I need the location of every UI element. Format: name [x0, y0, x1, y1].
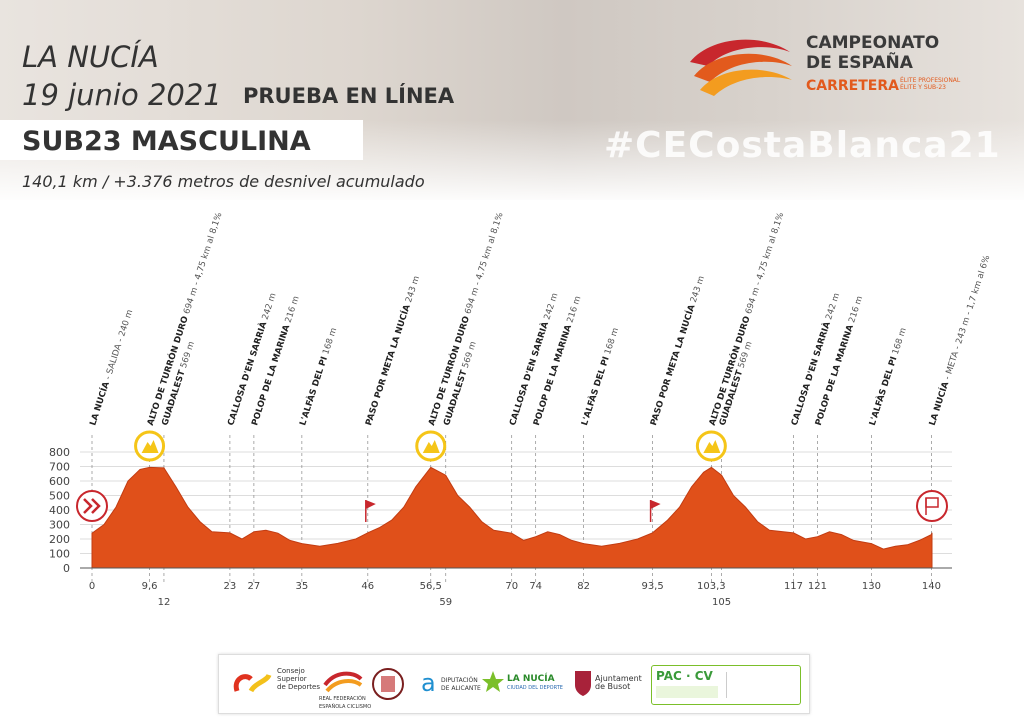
kom-mountain-shape — [141, 440, 159, 453]
kom-mountain-shape — [422, 440, 440, 453]
km-label: 74 — [529, 581, 542, 592]
y-tick-label: 300 — [49, 519, 70, 532]
kom-mountain-shape — [703, 440, 721, 453]
waypoint-label: PASO POR META LA NUCÍA 243 m — [362, 274, 422, 427]
logo-line-1: CAMPEONATO — [806, 33, 940, 53]
diputacion-logo-icon: a — [421, 669, 436, 697]
km-label: 35 — [295, 581, 308, 592]
y-tick-label: 200 — [49, 533, 70, 546]
km-label: 56,5 — [420, 581, 442, 592]
km-label: 93,5 — [641, 581, 663, 592]
km-label: 27 — [248, 581, 261, 592]
category-box: SUB23 MASCULINA — [0, 120, 363, 160]
sprint-flag-icon — [650, 500, 661, 509]
logo-line-2: DE ESPAÑA — [806, 53, 913, 73]
km-label: 9,6 — [142, 581, 158, 592]
km-label: 82 — [577, 581, 590, 592]
waypoint-label: L'ALFÀS DEL PI 168 m — [296, 326, 339, 427]
elevation-area — [91, 466, 933, 569]
crest-logo-icon — [372, 668, 404, 700]
championship-logo-icon — [690, 39, 792, 96]
waypoint-label: ALTO DE TURRÓN DURO 694 m - 4,75 km al 8… — [706, 211, 786, 427]
km-label: 117 — [784, 581, 803, 592]
rfec-logo-icon — [323, 671, 363, 693]
waypoint-label: POLOP DE LA MARINA 216 m — [250, 295, 301, 427]
km-label: 23 — [224, 581, 237, 592]
km-label: 140 — [922, 581, 941, 592]
waypoint-label: ALTO DE TURRÓN DURO 694 m - 4,75 km al 8… — [425, 211, 505, 427]
logo-line-3: CARRETERA — [806, 78, 899, 94]
y-tick-label: 0 — [63, 562, 70, 575]
waypoint-label: L'ALFÀS DEL PI 168 m — [578, 326, 621, 427]
diputacion-text: DIPUTACIÓN DE ALICANTE — [441, 677, 481, 692]
waypoint-label: POLOP DE LA MARINA 216 m — [532, 295, 583, 427]
rfec-text: REAL FEDERACIÓN ESPAÑOLA CICLISMO — [319, 696, 372, 710]
hero-background — [0, 0, 1024, 200]
km-label: 103,3 — [697, 581, 726, 592]
sprint-flag-icon — [365, 500, 376, 509]
hashtag: #CECostaBlanca21 — [604, 125, 1001, 166]
y-tick-label: 800 — [49, 446, 70, 459]
waypoint-label: L'ALFÀS DEL PI 168 m — [866, 326, 909, 427]
finish-flag-icon — [916, 490, 948, 522]
lanucia-logo-icon — [482, 671, 504, 692]
waypoint-label: POLOP DE LA MARINA 216 m — [814, 295, 865, 427]
race-type: PRUEBA EN LÍNEA — [243, 84, 455, 108]
sponsor-footer: Consejo Superior de Deportes REAL FEDERACI… — [218, 654, 810, 714]
km-label: 12 — [158, 597, 171, 608]
waypoint-label: PASO POR META LA NUCÍA 243 m — [647, 274, 707, 427]
category-label: SUB23 MASCULINA — [22, 126, 311, 157]
km-label: 105 — [712, 597, 731, 608]
y-tick-label: 600 — [49, 475, 70, 488]
km-label: 59 — [439, 597, 452, 608]
y-tick-label: 100 — [49, 548, 70, 561]
distance-summary: 140,1 km / +3.376 metros de desnivel acu… — [22, 172, 425, 191]
lanucia-text: LA NUCÍA CIUDAD DEL DEPORTE — [507, 674, 563, 692]
svg-text:a: a — [421, 669, 436, 697]
y-tick-label: 500 — [49, 490, 70, 503]
waypoint-label: LA NUCÍA - SALIDA - 240 m — [86, 308, 135, 427]
pac-cv-logo: PAC · CV — [651, 665, 801, 705]
km-label: 46 — [361, 581, 374, 592]
km-label: 130 — [862, 581, 881, 592]
city-title: LA NUCÍA — [22, 40, 159, 74]
logo-line-4: ÉLITE PROFESIONAL ÉLITE Y SUB-23 — [900, 77, 961, 91]
busot-shield-icon — [575, 671, 591, 696]
waypoint-label: LA NUCÍA - META - 243 m - 1,7 km al 6% — [926, 253, 993, 426]
race-date: 19 junio 2021 — [22, 78, 222, 112]
km-label: 0 — [89, 581, 95, 592]
km-label: 70 — [505, 581, 518, 592]
start-chevrons — [83, 498, 101, 514]
km-label: 121 — [808, 581, 827, 592]
csd-text: Consejo Superior de Deportes — [277, 667, 320, 691]
waypoint-label: ALTO DE TURRÓN DURO 694 m - 4,75 km al 8… — [144, 211, 224, 427]
busot-text: Ajuntament de Busot — [595, 674, 642, 691]
y-tick-label: 400 — [49, 504, 70, 517]
y-tick-label: 700 — [49, 461, 70, 474]
csd-logo-icon — [233, 673, 272, 693]
